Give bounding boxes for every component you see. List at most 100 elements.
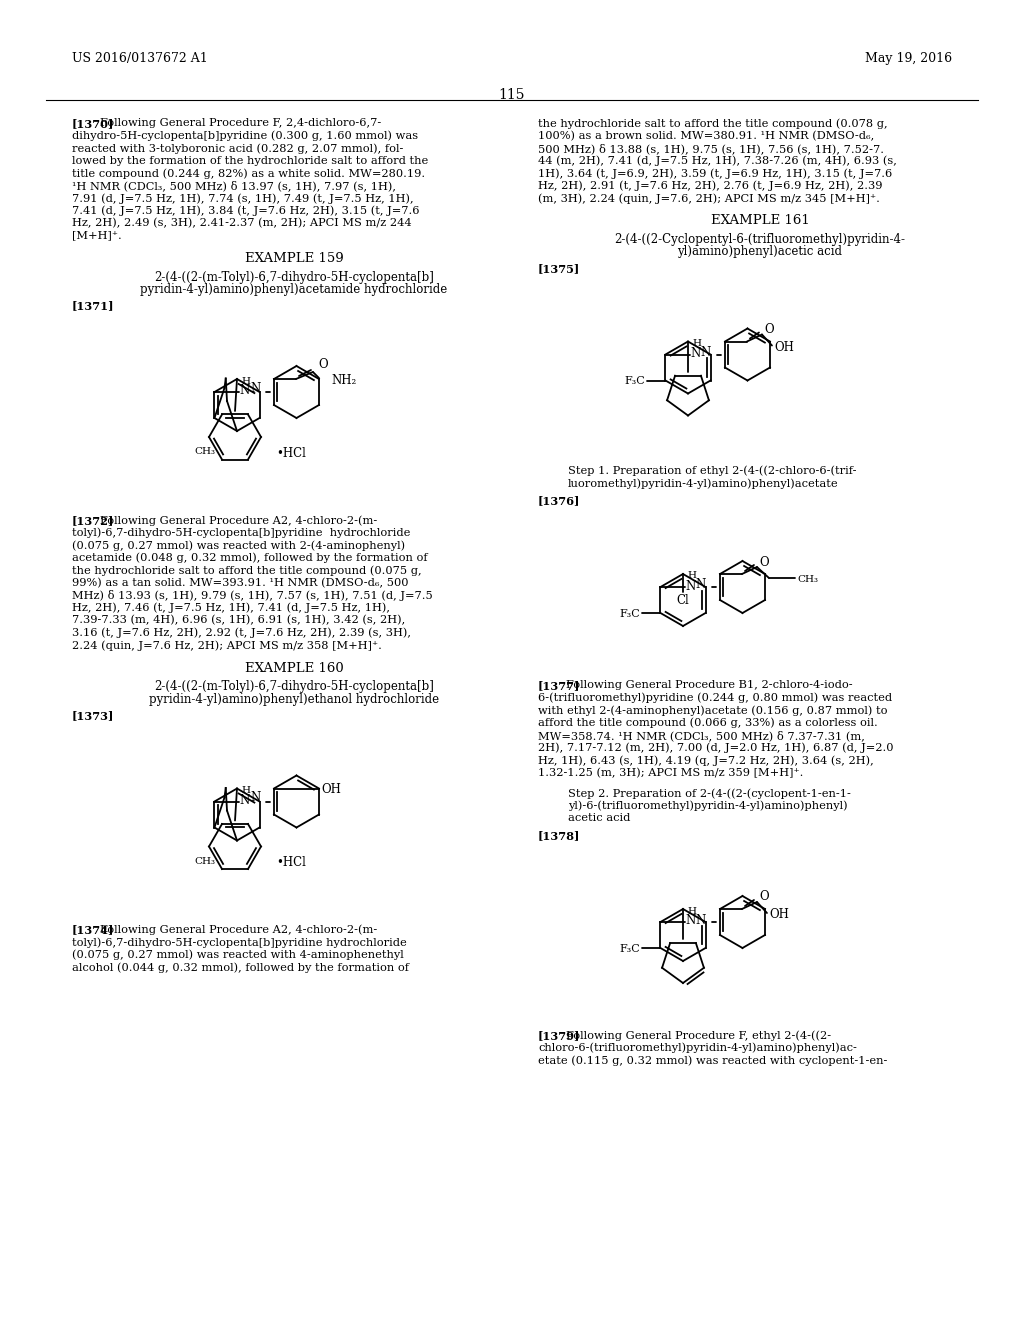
Text: 500 MHz) δ 13.88 (s, 1H), 9.75 (s, 1H), 7.56 (s, 1H), 7.52-7.: 500 MHz) δ 13.88 (s, 1H), 9.75 (s, 1H), … <box>538 143 884 154</box>
Text: tolyl)-6,7-dihydro-5H-cyclopenta[b]pyridine  hydrochloride: tolyl)-6,7-dihydro-5H-cyclopenta[b]pyrid… <box>72 528 411 539</box>
Text: O: O <box>759 556 769 569</box>
Text: the hydrochloride salt to afford the title compound (0.078 g,: the hydrochloride salt to afford the tit… <box>538 117 888 128</box>
Text: US 2016/0137672 A1: US 2016/0137672 A1 <box>72 51 208 65</box>
Text: 7.39-7.33 (m, 4H), 6.96 (s, 1H), 6.91 (s, 1H), 3.42 (s, 2H),: 7.39-7.33 (m, 4H), 6.96 (s, 1H), 6.91 (s… <box>72 615 406 626</box>
Text: 1H), 3.64 (t, J=6.9, 2H), 3.59 (t, J=6.9 Hz, 1H), 3.15 (t, J=7.6: 1H), 3.64 (t, J=6.9, 2H), 3.59 (t, J=6.9… <box>538 168 892 178</box>
Text: Cl: Cl <box>677 594 689 607</box>
Text: reacted with 3-tolyboronic acid (0.282 g, 2.07 mmol), fol-: reacted with 3-tolyboronic acid (0.282 g… <box>72 143 403 153</box>
Text: OH: OH <box>321 783 341 796</box>
Text: MW=358.74. ¹H NMR (CDCl₃, 500 MHz) δ 7.37-7.31 (m,: MW=358.74. ¹H NMR (CDCl₃, 500 MHz) δ 7.3… <box>538 730 865 741</box>
Text: H: H <box>241 785 250 795</box>
Text: 1.32-1.25 (m, 3H); APCI MS m/z 359 [M+H]⁺.: 1.32-1.25 (m, 3H); APCI MS m/z 359 [M+H]… <box>538 767 804 777</box>
Text: Hz, 2H), 2.49 (s, 3H), 2.41-2.37 (m, 2H); APCI MS m/z 244: Hz, 2H), 2.49 (s, 3H), 2.41-2.37 (m, 2H)… <box>72 218 412 228</box>
Text: Step 2. Preparation of 2-(4-((2-(cyclopent-1-en-1-: Step 2. Preparation of 2-(4-((2-(cyclope… <box>568 788 851 799</box>
Text: Following General Procedure A2, 4-chloro-2-(m-: Following General Procedure A2, 4-chloro… <box>99 924 377 935</box>
Text: Step 1. Preparation of ethyl 2-(4-((2-chloro-6-(trif-: Step 1. Preparation of ethyl 2-(4-((2-ch… <box>568 466 856 477</box>
Text: luoromethyl)pyridin-4-yl)amino)phenyl)acetate: luoromethyl)pyridin-4-yl)amino)phenyl)ac… <box>568 478 839 488</box>
Text: etate (0.115 g, 0.32 mmol) was reacted with cyclopent-1-en-: etate (0.115 g, 0.32 mmol) was reacted w… <box>538 1055 888 1065</box>
Text: H: H <box>241 376 250 385</box>
Text: dihydro-5H-cyclopenta[b]pyridine (0.300 g, 1.60 mmol) was: dihydro-5H-cyclopenta[b]pyridine (0.300 … <box>72 131 418 141</box>
Text: O: O <box>764 323 773 337</box>
Text: 2-(4-((2-(m-Tolyl)-6,7-dihydro-5H-cyclopenta[b]: 2-(4-((2-(m-Tolyl)-6,7-dihydro-5H-cyclop… <box>154 271 434 284</box>
Text: acetamide (0.048 g, 0.32 mmol), followed by the formation of: acetamide (0.048 g, 0.32 mmol), followed… <box>72 553 428 564</box>
Text: •HCl: •HCl <box>276 447 306 459</box>
Text: 100%) as a brown solid. MW=380.91. ¹H NMR (DMSO-d₆,: 100%) as a brown solid. MW=380.91. ¹H NM… <box>538 131 874 141</box>
Text: MHz) δ 13.93 (s, 1H), 9.79 (s, 1H), 7.57 (s, 1H), 7.51 (d, J=7.5: MHz) δ 13.93 (s, 1H), 9.79 (s, 1H), 7.57… <box>72 590 433 601</box>
Text: [1377]: [1377] <box>538 680 581 690</box>
Text: lowed by the formation of the hydrochloride salt to afford the: lowed by the formation of the hydrochlor… <box>72 156 428 165</box>
Text: N: N <box>700 346 711 359</box>
Text: O: O <box>318 359 328 371</box>
Text: 115: 115 <box>499 88 525 102</box>
Text: 44 (m, 2H), 7.41 (d, J=7.5 Hz, 1H), 7.38-7.26 (m, 4H), 6.93 (s,: 44 (m, 2H), 7.41 (d, J=7.5 Hz, 1H), 7.38… <box>538 156 897 166</box>
Text: F₃C: F₃C <box>620 609 640 619</box>
Text: OH: OH <box>774 341 794 354</box>
Text: (0.075 g, 0.27 mmol) was reacted with 4-aminophenethyl: (0.075 g, 0.27 mmol) was reacted with 4-… <box>72 949 403 960</box>
Text: 7.41 (d, J=7.5 Hz, 1H), 3.84 (t, J=7.6 Hz, 2H), 3.15 (t, J=7.6: 7.41 (d, J=7.5 Hz, 1H), 3.84 (t, J=7.6 H… <box>72 206 420 216</box>
Text: 7.91 (d, J=7.5 Hz, 1H), 7.74 (s, 1H), 7.49 (t, J=7.5 Hz, 1H),: 7.91 (d, J=7.5 Hz, 1H), 7.74 (s, 1H), 7.… <box>72 193 414 203</box>
Text: yl)amino)phenyl)acetic acid: yl)amino)phenyl)acetic acid <box>678 246 843 259</box>
Text: [1370]: [1370] <box>72 117 115 129</box>
Text: 6-(trifluoromethyl)pyridine (0.244 g, 0.80 mmol) was reacted: 6-(trifluoromethyl)pyridine (0.244 g, 0.… <box>538 693 892 704</box>
Text: N: N <box>690 347 700 360</box>
Text: [1371]: [1371] <box>72 301 115 312</box>
Text: with ethyl 2-(4-aminophenyl)acetate (0.156 g, 0.87 mmol) to: with ethyl 2-(4-aminophenyl)acetate (0.1… <box>538 705 888 715</box>
Text: OH: OH <box>769 908 788 921</box>
Text: pyridin-4-yl)amino)phenyl)acetamide hydrochloride: pyridin-4-yl)amino)phenyl)acetamide hydr… <box>140 282 447 296</box>
Text: May 19, 2016: May 19, 2016 <box>865 51 952 65</box>
Text: N: N <box>251 381 261 395</box>
Text: 99%) as a tan solid. MW=393.91. ¹H NMR (DMSO-d₆, 500: 99%) as a tan solid. MW=393.91. ¹H NMR (… <box>72 578 409 587</box>
Text: N: N <box>685 915 695 928</box>
Text: CH₃: CH₃ <box>797 574 818 583</box>
Text: afford the title compound (0.066 g, 33%) as a colorless oil.: afford the title compound (0.066 g, 33%)… <box>538 718 878 729</box>
Text: Following General Procedure B1, 2-chloro-4-iodo-: Following General Procedure B1, 2-chloro… <box>565 680 852 690</box>
Text: alcohol (0.044 g, 0.32 mmol), followed by the formation of: alcohol (0.044 g, 0.32 mmol), followed b… <box>72 962 409 973</box>
Text: 2H), 7.17-7.12 (m, 2H), 7.00 (d, J=2.0 Hz, 1H), 6.87 (d, J=2.0: 2H), 7.17-7.12 (m, 2H), 7.00 (d, J=2.0 H… <box>538 742 894 754</box>
Text: [M+H]⁺.: [M+H]⁺. <box>72 231 122 240</box>
Text: EXAMPLE 160: EXAMPLE 160 <box>245 661 343 675</box>
Text: [1378]: [1378] <box>538 830 581 842</box>
Text: Following General Procedure F, 2,4-dichloro-6,7-: Following General Procedure F, 2,4-dichl… <box>99 117 381 128</box>
Text: [1376]: [1376] <box>538 495 581 507</box>
Text: Following General Procedure F, ethyl 2-(4-((2-: Following General Procedure F, ethyl 2-(… <box>565 1030 830 1040</box>
Text: Hz, 2H), 7.46 (t, J=7.5 Hz, 1H), 7.41 (d, J=7.5 Hz, 1H),: Hz, 2H), 7.46 (t, J=7.5 Hz, 1H), 7.41 (d… <box>72 602 390 612</box>
Text: tolyl)-6,7-dihydro-5H-cyclopenta[b]pyridine hydrochloride: tolyl)-6,7-dihydro-5H-cyclopenta[b]pyrid… <box>72 937 407 948</box>
Text: H: H <box>687 907 696 916</box>
Text: N: N <box>251 791 261 804</box>
Text: F₃C: F₃C <box>625 376 645 387</box>
Text: [1373]: [1373] <box>72 710 115 721</box>
Text: N: N <box>240 795 250 807</box>
Text: chloro-6-(trifluoromethyl)pyridin-4-yl)amino)phenyl)ac-: chloro-6-(trifluoromethyl)pyridin-4-yl)a… <box>538 1043 857 1053</box>
Text: [1372]: [1372] <box>72 515 115 525</box>
Text: acetic acid: acetic acid <box>568 813 631 822</box>
Text: NH₂: NH₂ <box>331 375 356 388</box>
Text: N: N <box>695 913 706 927</box>
Text: N: N <box>695 578 706 591</box>
Text: [1374]: [1374] <box>72 924 115 936</box>
Text: CH₃: CH₃ <box>195 447 215 455</box>
Text: the hydrochloride salt to afford the title compound (0.075 g,: the hydrochloride salt to afford the tit… <box>72 565 422 576</box>
Text: H: H <box>687 572 696 581</box>
Text: ¹H NMR (CDCl₃, 500 MHz) δ 13.97 (s, 1H), 7.97 (s, 1H),: ¹H NMR (CDCl₃, 500 MHz) δ 13.97 (s, 1H),… <box>72 181 396 191</box>
Text: (0.075 g, 0.27 mmol) was reacted with 2-(4-aminophenyl): (0.075 g, 0.27 mmol) was reacted with 2-… <box>72 540 406 550</box>
Text: title compound (0.244 g, 82%) as a white solid. MW=280.19.: title compound (0.244 g, 82%) as a white… <box>72 168 425 178</box>
Text: CH₃: CH₃ <box>195 857 215 866</box>
Text: [1379]: [1379] <box>538 1030 581 1041</box>
Text: Following General Procedure A2, 4-chloro-2-(m-: Following General Procedure A2, 4-chloro… <box>99 515 377 525</box>
Text: N: N <box>685 579 695 593</box>
Text: [1375]: [1375] <box>538 263 581 275</box>
Text: Hz, 2H), 2.91 (t, J=7.6 Hz, 2H), 2.76 (t, J=6.9 Hz, 2H), 2.39: Hz, 2H), 2.91 (t, J=7.6 Hz, 2H), 2.76 (t… <box>538 181 883 191</box>
Text: 2.24 (quin, J=7.6 Hz, 2H); APCI MS m/z 358 [M+H]⁺.: 2.24 (quin, J=7.6 Hz, 2H); APCI MS m/z 3… <box>72 640 382 651</box>
Text: N: N <box>240 384 250 397</box>
Text: H: H <box>692 339 701 348</box>
Text: EXAMPLE 159: EXAMPLE 159 <box>245 252 343 265</box>
Text: 2-(4-((2-(m-Tolyl)-6,7-dihydro-5H-cyclopenta[b]: 2-(4-((2-(m-Tolyl)-6,7-dihydro-5H-cyclop… <box>154 680 434 693</box>
Text: F₃C: F₃C <box>620 944 640 954</box>
Text: Hz, 1H), 6.43 (s, 1H), 4.19 (q, J=7.2 Hz, 2H), 3.64 (s, 2H),: Hz, 1H), 6.43 (s, 1H), 4.19 (q, J=7.2 Hz… <box>538 755 873 766</box>
Text: pyridin-4-yl)amino)phenyl)ethanol hydrochloride: pyridin-4-yl)amino)phenyl)ethanol hydroc… <box>148 693 439 705</box>
Text: yl)-6-(trifluoromethyl)pyridin-4-yl)amino)phenyl): yl)-6-(trifluoromethyl)pyridin-4-yl)amin… <box>568 800 848 810</box>
Text: O: O <box>759 891 769 903</box>
Text: 3.16 (t, J=7.6 Hz, 2H), 2.92 (t, J=7.6 Hz, 2H), 2.39 (s, 3H),: 3.16 (t, J=7.6 Hz, 2H), 2.92 (t, J=7.6 H… <box>72 627 411 638</box>
Text: EXAMPLE 161: EXAMPLE 161 <box>711 214 809 227</box>
Text: (m, 3H), 2.24 (quin, J=7.6, 2H); APCI MS m/z 345 [M+H]⁺.: (m, 3H), 2.24 (quin, J=7.6, 2H); APCI MS… <box>538 193 880 203</box>
